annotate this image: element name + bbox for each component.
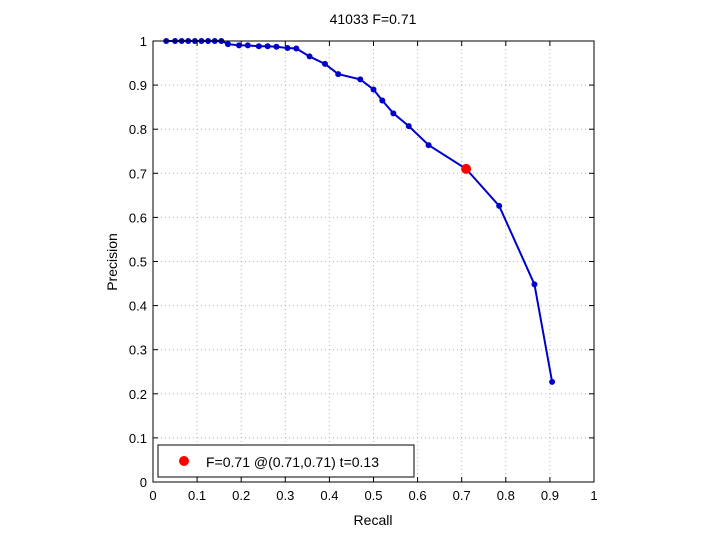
pr-data-point [379, 97, 386, 104]
y-tick-label: 0.5 [129, 255, 147, 270]
chart-title: 41033 F=0.71 [330, 11, 417, 27]
x-tick-label: 0.7 [453, 488, 471, 503]
pr-data-point [496, 202, 503, 209]
x-tick-label: 0.1 [188, 488, 206, 503]
y-tick-label: 0.2 [129, 387, 147, 402]
pr-data-point [273, 43, 280, 50]
pr-data-point [293, 45, 300, 52]
pr-data-point [235, 42, 242, 49]
x-tick-label: 0.4 [320, 488, 338, 503]
pr-data-point [531, 281, 538, 288]
pr-data-point [425, 142, 432, 149]
y-tick-label: 0 [140, 475, 147, 490]
x-tick-label: 0.9 [541, 488, 559, 503]
pr-data-point [405, 123, 412, 130]
y-tick-label: 0.9 [129, 78, 147, 93]
pr-data-point [264, 43, 271, 50]
x-tick-label: 0.2 [232, 488, 250, 503]
pr-data-point [321, 60, 328, 67]
legend-marker [179, 456, 189, 466]
legend: F=0.71 @(0.71,0.71) t=0.13 [157, 444, 415, 478]
x-tick-label: 0 [149, 488, 156, 503]
y-tick-label: 0.7 [129, 166, 147, 181]
y-tick-label: 1 [140, 34, 147, 49]
y-tick-label: 0.6 [129, 210, 147, 225]
x-tick-label: 0.5 [364, 488, 382, 503]
y-tick-label: 0.3 [129, 343, 147, 358]
pr-data-point [370, 86, 377, 93]
x-tick-label: 0.3 [276, 488, 294, 503]
pr-data-point [255, 43, 262, 50]
pr-data-point [306, 53, 313, 60]
legend-box [157, 444, 415, 478]
pr-data-point [549, 378, 556, 385]
x-axis-label: Recall [354, 512, 393, 528]
pr-data-point [224, 41, 231, 48]
pr-data-point [357, 76, 364, 83]
best-f-point [461, 163, 472, 174]
x-tick-label: 1 [590, 488, 597, 503]
y-axis-label: Precision [104, 233, 120, 291]
pr-data-point [244, 42, 251, 49]
x-tick-label: 0.6 [409, 488, 427, 503]
y-tick-label: 0.8 [129, 122, 147, 137]
x-tick-label: 0.8 [497, 488, 515, 503]
pr-data-point [390, 110, 397, 117]
y-tick-label: 0.4 [129, 299, 147, 314]
axis-ticks: 0 0.1 0.2 0.3 0.4 0.5 0.6 0.7 0.8 0.9 1 0 0.1 0.2 0.3 0… [129, 34, 598, 503]
pr-data-point [284, 45, 291, 52]
legend-text: F=0.71 @(0.71,0.71) t=0.13 [206, 454, 379, 470]
pr-data-point [335, 71, 342, 78]
grid [153, 41, 594, 482]
y-tick-label: 0.1 [129, 431, 147, 446]
